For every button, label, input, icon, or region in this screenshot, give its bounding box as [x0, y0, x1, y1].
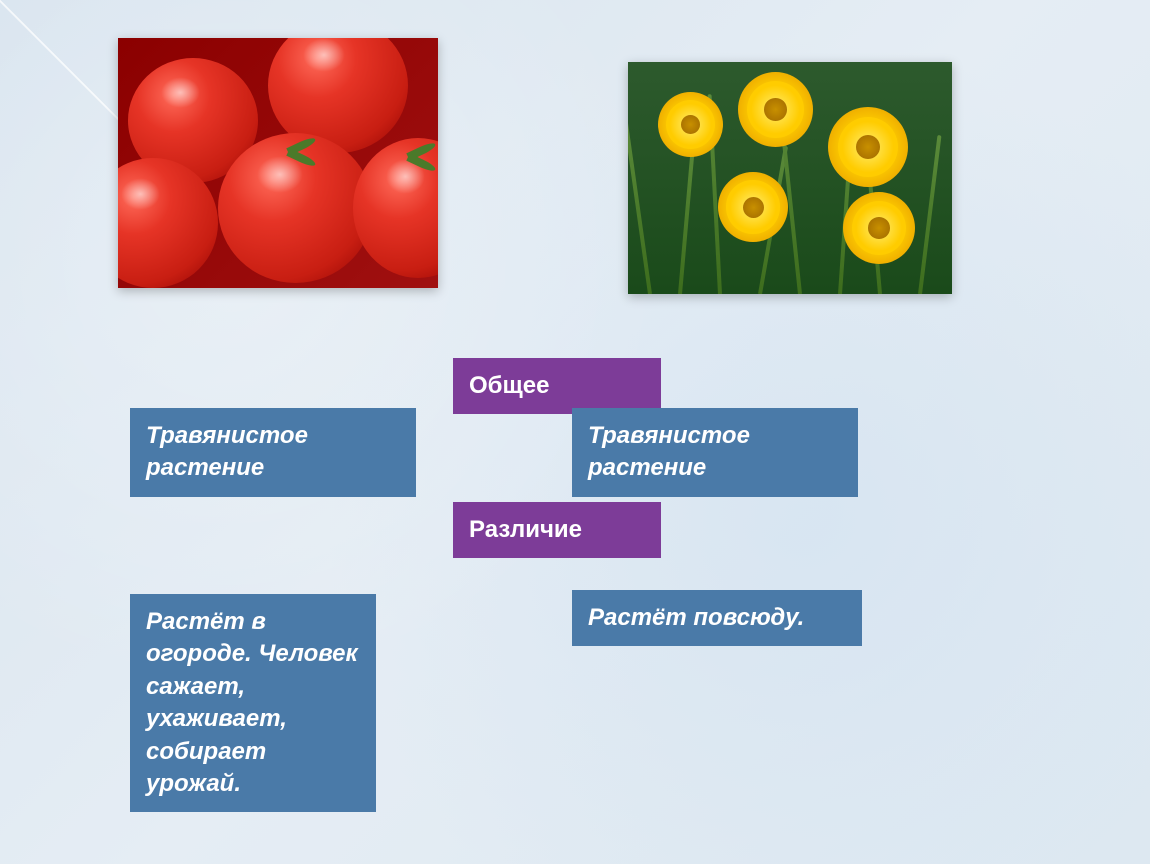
box-diff-right: Растёт повсюду. — [572, 590, 862, 646]
image-dandelions — [628, 62, 952, 294]
box-common-right: Травянистое растение — [572, 408, 858, 497]
header-common: Общее — [453, 358, 661, 414]
header-difference: Различие — [453, 502, 661, 558]
box-diff-left: Растёт в огороде. Человек сажает, ухажив… — [130, 594, 376, 812]
image-tomatoes — [118, 38, 438, 288]
box-common-left: Травянистое растение — [130, 408, 416, 497]
